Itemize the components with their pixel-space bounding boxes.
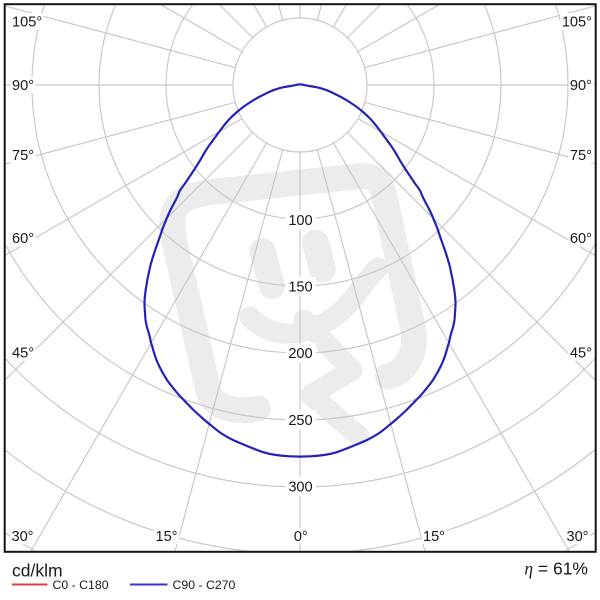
svg-text:C0 - C180: C0 - C180: [53, 578, 109, 592]
svg-text:150: 150: [288, 280, 312, 296]
svg-text:15°: 15°: [423, 529, 445, 545]
svg-text:15°: 15°: [155, 529, 177, 545]
svg-text:60°: 60°: [570, 231, 592, 247]
svg-text:250: 250: [288, 413, 312, 429]
svg-text:45°: 45°: [12, 346, 34, 362]
svg-text:200: 200: [288, 346, 312, 362]
svg-text:0°: 0°: [294, 529, 308, 545]
svg-text:30°: 30°: [566, 529, 588, 545]
svg-text:30°: 30°: [11, 529, 33, 545]
svg-text:90°: 90°: [12, 78, 34, 94]
svg-text:105°: 105°: [12, 15, 42, 31]
svg-text:105°: 105°: [562, 15, 592, 31]
svg-text:75°: 75°: [12, 148, 34, 164]
svg-text:60°: 60°: [12, 231, 34, 247]
svg-text:C90 - C270: C90 - C270: [173, 578, 236, 592]
svg-text:90°: 90°: [570, 78, 592, 94]
svg-text:45°: 45°: [570, 346, 592, 362]
svg-text:η = 61%: η = 61%: [524, 559, 588, 579]
svg-text:cd/klm: cd/klm: [12, 561, 63, 581]
svg-text:100: 100: [288, 213, 312, 229]
svg-text:300: 300: [288, 480, 312, 496]
svg-text:75°: 75°: [570, 148, 592, 164]
